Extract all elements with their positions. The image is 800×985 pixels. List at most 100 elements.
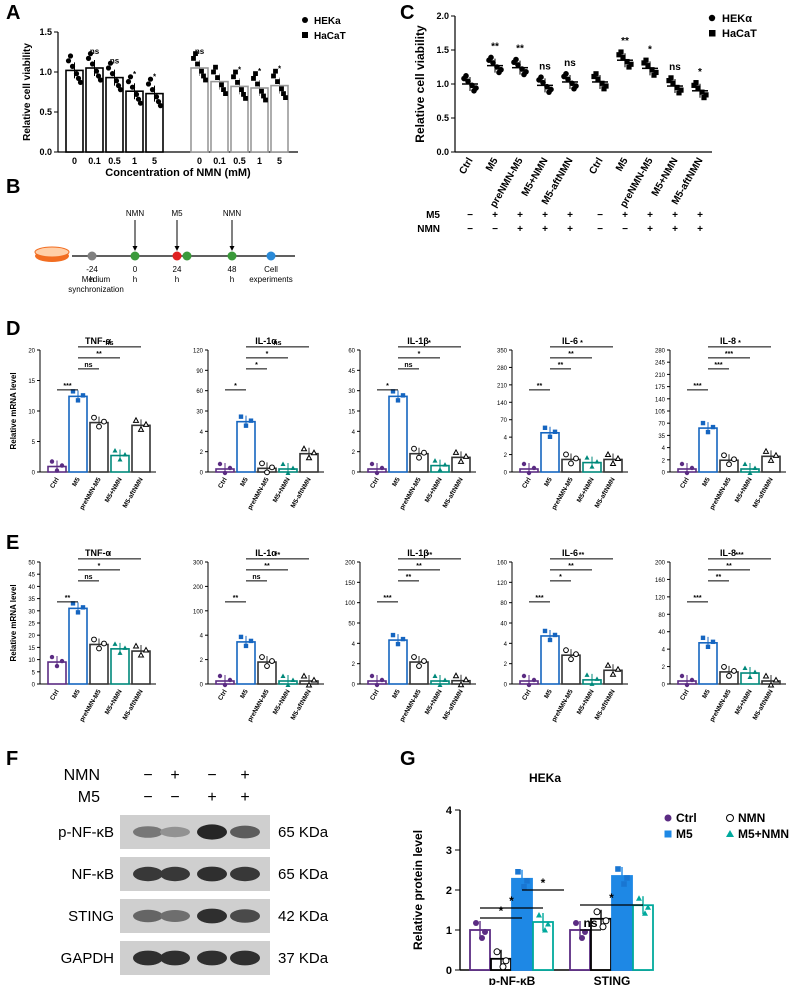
x-tick-label: preNMN-M5	[551, 476, 575, 511]
panel-label-f: F	[6, 748, 19, 770]
data-point	[762, 672, 770, 679]
blot-protein-label: p-NF-κB	[58, 824, 114, 841]
significance-label: **	[537, 383, 543, 390]
significance-label: *	[648, 44, 652, 55]
data-point	[227, 465, 233, 471]
data-point	[264, 469, 270, 476]
data-point	[452, 448, 460, 455]
data-point	[465, 78, 471, 85]
x-tick-label: Ctrl	[217, 688, 229, 701]
y-tick-label: 70	[500, 418, 507, 424]
data-point	[591, 73, 597, 80]
panel-label-e: E	[6, 532, 20, 554]
x-tick-label: Ctrl	[217, 476, 229, 489]
y-tick-label: 4	[662, 446, 666, 452]
legend-label: HaCaT	[314, 31, 346, 42]
y-tick-label: 0	[504, 471, 508, 477]
data-point	[547, 434, 553, 439]
data-point	[105, 65, 112, 71]
data-point	[593, 908, 601, 916]
data-point	[231, 74, 236, 80]
significance-label: *	[153, 73, 157, 82]
blot-band	[230, 950, 260, 966]
y-tick-label: 20	[28, 634, 35, 640]
y-tick-label: 0	[32, 471, 36, 477]
data-point	[279, 86, 284, 92]
timeline-bottom-label: h	[230, 275, 234, 284]
x-tick-label: 0	[72, 156, 77, 166]
data-point	[400, 393, 406, 398]
y-tick-label: 2	[662, 665, 666, 671]
significance-label: ns	[564, 58, 576, 69]
data-point	[117, 457, 123, 462]
y-tick-label: 100	[345, 601, 356, 607]
y-tick-label: 2	[352, 450, 356, 456]
data-point	[243, 643, 249, 649]
significance-label: **	[568, 563, 574, 570]
data-point	[689, 677, 695, 683]
y-tick-label: 280	[497, 366, 508, 372]
panel-label-b: B	[6, 176, 21, 198]
data-point	[676, 90, 682, 96]
blot-band	[230, 866, 260, 882]
data-point	[603, 83, 609, 89]
y-tick-label: 1.0	[39, 67, 52, 77]
y-tick-label: 300	[193, 561, 204, 567]
bar	[89, 421, 109, 473]
data-point	[157, 103, 164, 109]
data-point	[593, 71, 599, 77]
significance-label: *	[698, 67, 702, 78]
data-point	[678, 87, 684, 93]
data-point	[502, 957, 510, 965]
bar	[236, 641, 256, 685]
y-tick-label: 0	[200, 683, 204, 689]
significance-label: **	[65, 595, 71, 602]
y-tick-label: 0	[446, 965, 452, 977]
condition-mark: +	[697, 210, 703, 221]
data-point	[674, 84, 680, 90]
blot-condition-label: NMN	[64, 767, 100, 784]
data-point	[573, 455, 579, 462]
data-point	[726, 461, 732, 468]
timeline-bottom-label: experiments	[249, 275, 293, 284]
y-tick-label: 4	[352, 430, 356, 436]
blot-condition-mark: −	[207, 767, 216, 784]
blot-protein-label: STING	[68, 908, 114, 925]
significance-label: ***	[725, 351, 733, 358]
x-tick-label: M5	[239, 476, 250, 488]
blot-condition-mark: +	[240, 767, 249, 784]
timeline-bottom-label: h	[133, 275, 137, 284]
timeline-bottom-label: h	[90, 275, 94, 284]
data-point	[721, 452, 727, 459]
data-point	[379, 465, 385, 471]
data-point	[191, 56, 196, 61]
bar	[236, 420, 256, 473]
data-point	[285, 470, 291, 475]
significance-label: *	[266, 351, 269, 358]
x-tick-label: STING	[594, 974, 631, 985]
panel-label-d: D	[6, 318, 21, 340]
data-point	[616, 52, 622, 58]
data-point	[54, 468, 60, 473]
data-point	[219, 82, 224, 88]
data-point	[563, 647, 569, 654]
blot-band	[197, 908, 227, 924]
data-point	[300, 672, 308, 679]
data-point	[513, 56, 519, 63]
y-tick-label: 10	[28, 658, 35, 664]
condition-mark: −	[492, 224, 498, 235]
legend-label: HEKα	[722, 13, 752, 25]
y-tick-label: 0	[352, 683, 356, 689]
blot-size-label: 65 KDa	[278, 866, 329, 883]
data-point	[75, 610, 81, 615]
y-tick-label: 60	[348, 349, 355, 355]
bar	[511, 877, 533, 971]
data-point	[462, 676, 470, 683]
y-tick-label: 0	[662, 683, 666, 689]
data-point	[310, 449, 318, 456]
x-tick-label: M5	[484, 156, 501, 174]
y-tick-label: 0.5	[436, 113, 449, 123]
data-point	[369, 673, 375, 679]
legend-label: Ctrl	[676, 811, 697, 825]
data-point	[248, 638, 254, 644]
